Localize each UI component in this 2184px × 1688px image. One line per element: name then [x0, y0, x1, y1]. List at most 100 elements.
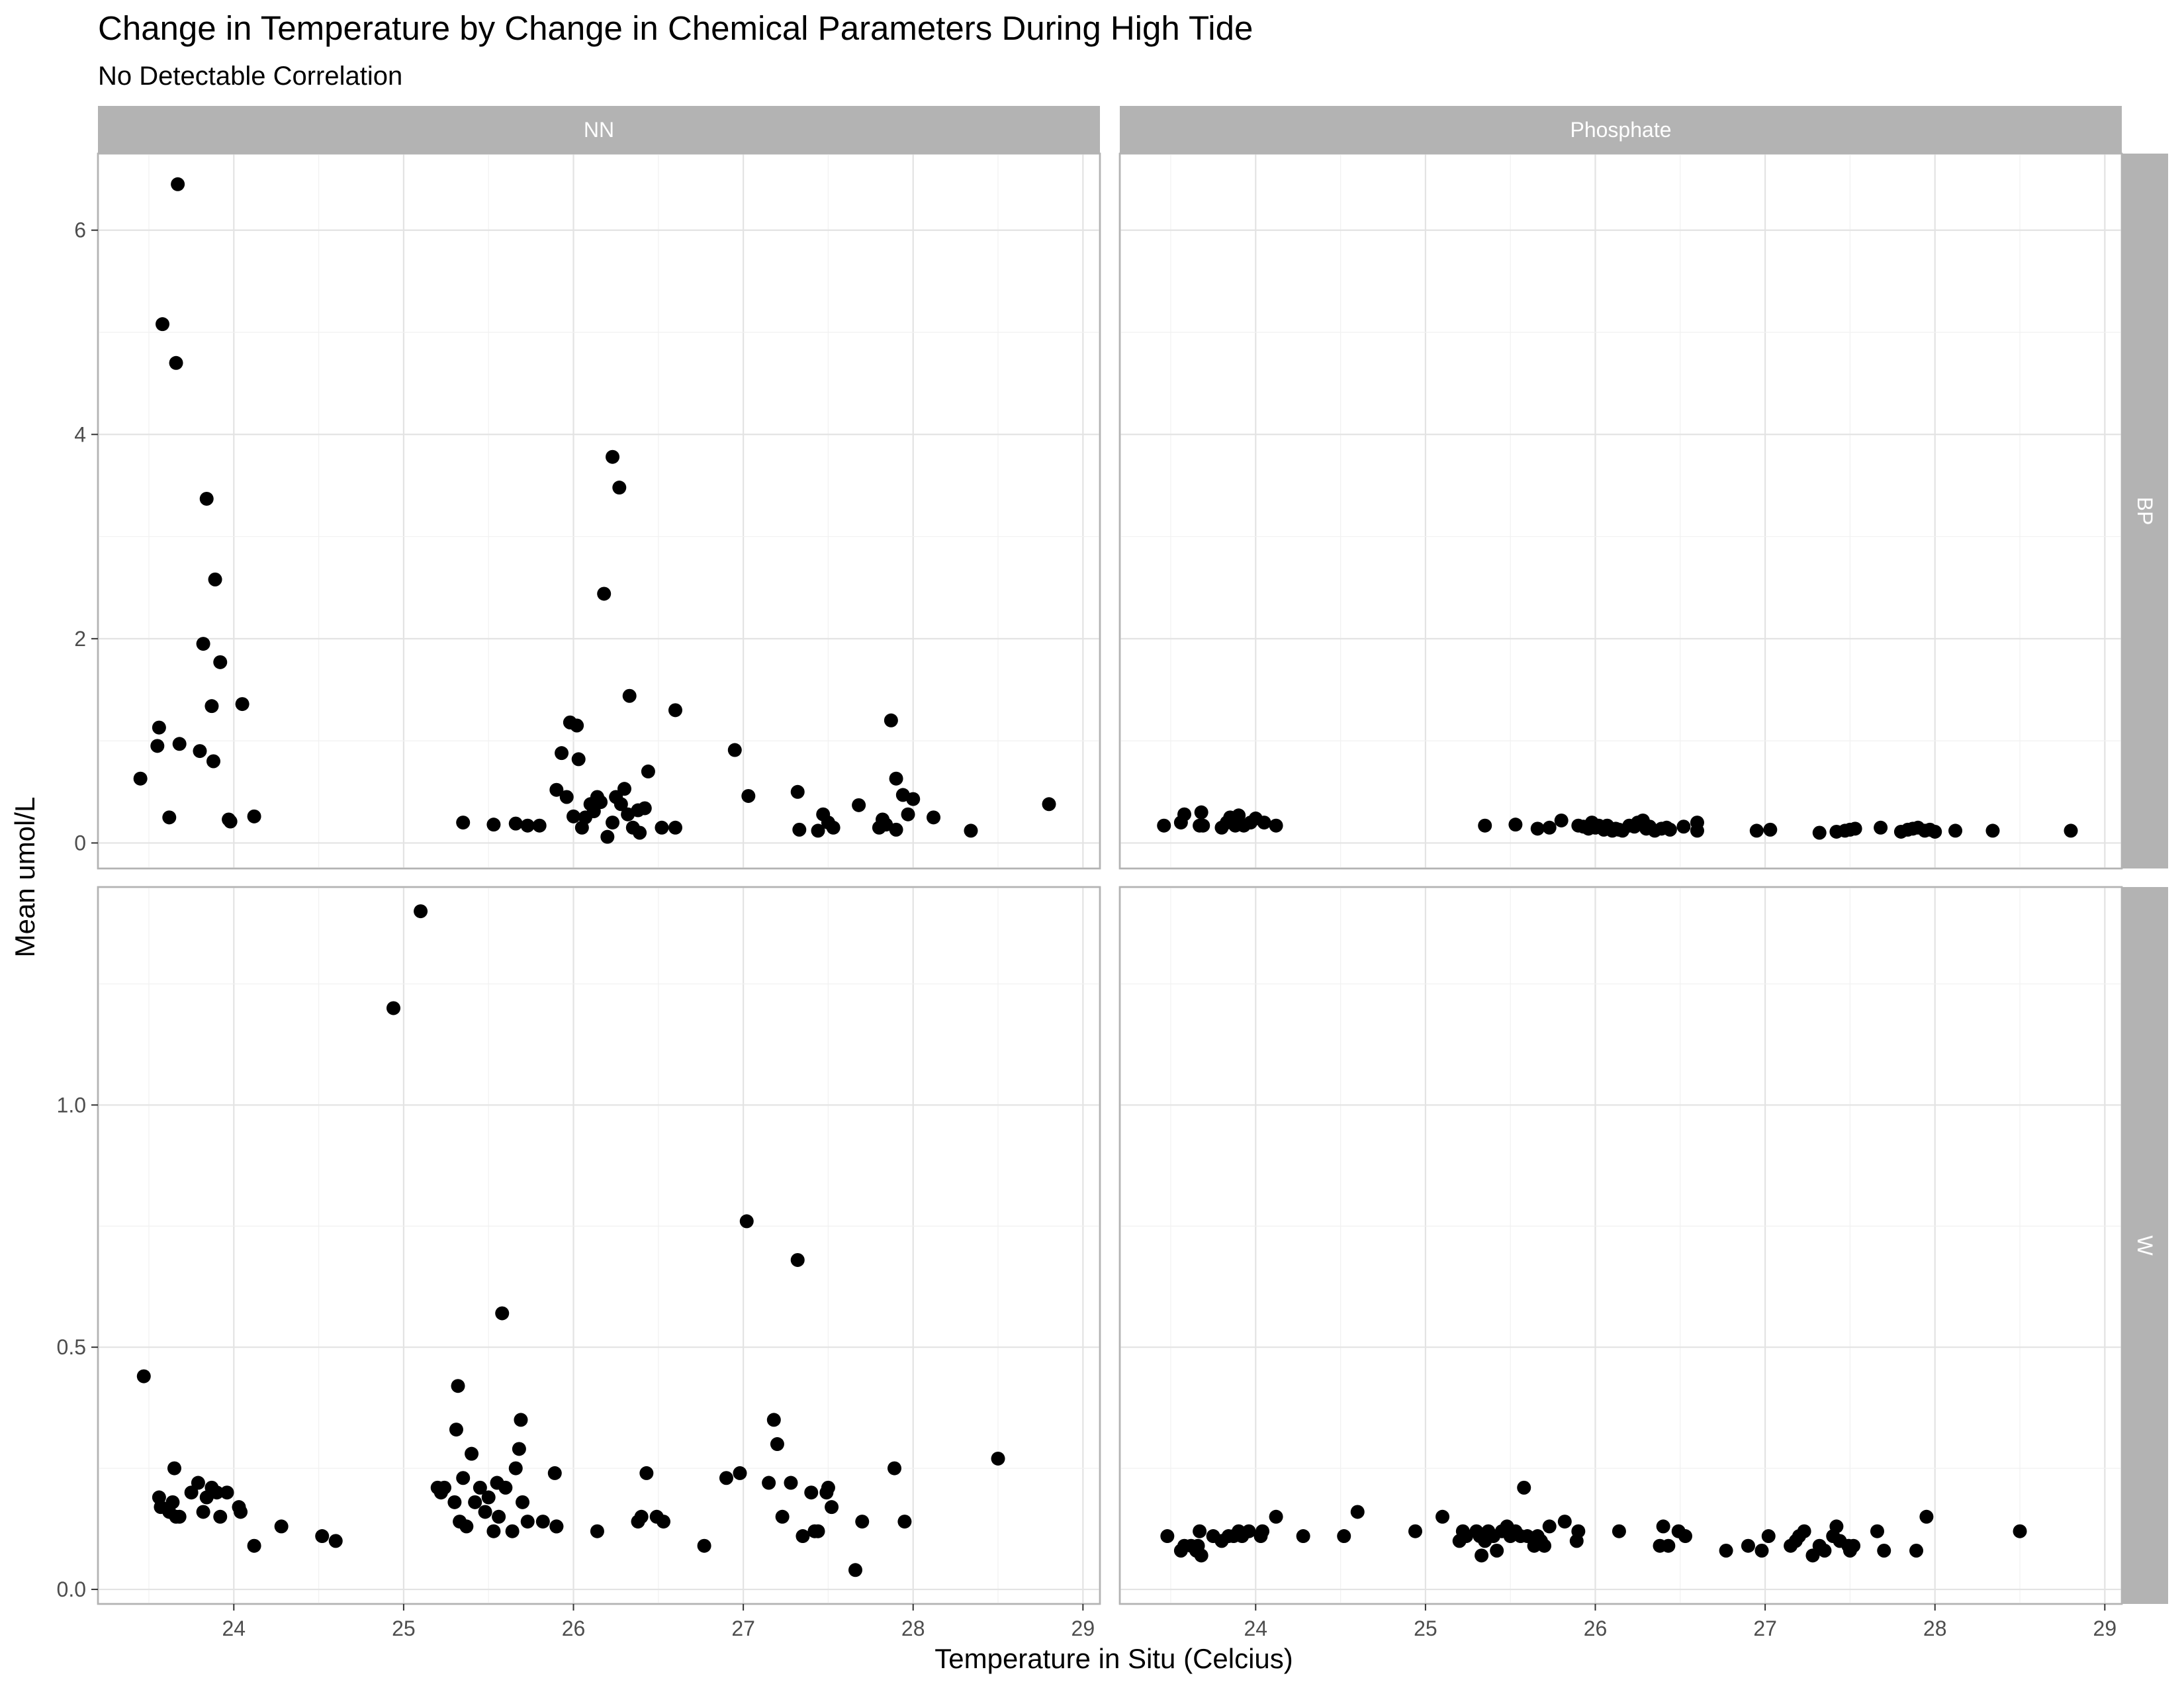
data-point	[486, 818, 501, 832]
data-point	[468, 1495, 482, 1509]
data-point	[597, 586, 612, 601]
x-tick-label: 27	[731, 1617, 755, 1640]
data-point	[465, 1446, 479, 1461]
x-axis-title: Temperature in Situ (Celcius)	[934, 1643, 1293, 1674]
data-point	[826, 820, 841, 835]
data-point	[486, 1524, 501, 1538]
panel-nn-bp	[97, 152, 1101, 870]
data-point	[1754, 1544, 1769, 1558]
data-point	[901, 807, 915, 821]
data-point	[852, 798, 866, 812]
x-tick-label: 25	[1414, 1617, 1437, 1640]
data-point	[825, 1500, 839, 1515]
data-point	[796, 1529, 810, 1544]
data-point	[657, 1515, 671, 1529]
data-point	[481, 1490, 496, 1505]
data-point	[727, 743, 742, 757]
data-point	[1196, 818, 1210, 833]
panel-phosphate-w	[1118, 886, 2123, 1605]
data-point	[1948, 823, 1963, 838]
data-point	[792, 822, 807, 837]
strip-label-phosphate: Phosphate	[1570, 118, 1671, 142]
data-point	[1805, 1548, 1820, 1563]
panel-phosphate-bp	[1118, 152, 2123, 870]
chart-title: Change in Temperature by Change in Chemi…	[98, 9, 1253, 47]
data-point	[1194, 1548, 1208, 1563]
data-point	[213, 1509, 228, 1524]
data-point	[612, 481, 627, 495]
data-point	[234, 1505, 248, 1519]
data-point	[1797, 1524, 1811, 1538]
strip-label-bp: BP	[2133, 497, 2157, 526]
data-point	[456, 816, 471, 830]
data-point	[889, 822, 903, 837]
data-point	[1919, 1509, 1934, 1524]
x-tick-label: 24	[222, 1617, 246, 1640]
strip-nn	[98, 106, 1100, 154]
data-point	[549, 782, 564, 797]
data-point	[790, 1252, 805, 1267]
panel-background	[1118, 152, 2123, 870]
data-point	[1928, 824, 1942, 839]
x-tick-label: 26	[562, 1617, 586, 1640]
strip-label-nn: NN	[584, 118, 614, 142]
data-point	[456, 1471, 471, 1485]
x-tick-label: 28	[901, 1617, 925, 1640]
y-tick-label: 2	[74, 627, 86, 651]
data-point	[600, 829, 615, 844]
data-point	[804, 1485, 819, 1500]
data-point	[1877, 1544, 1891, 1558]
data-point	[1874, 820, 1888, 835]
data-point	[784, 1476, 798, 1490]
data-point	[964, 823, 978, 838]
panels	[97, 152, 2123, 1605]
data-point	[447, 1495, 462, 1509]
data-point	[555, 746, 569, 761]
panel-nn-w	[97, 886, 1101, 1605]
data-point	[668, 820, 682, 835]
data-point	[1571, 1524, 1586, 1538]
data-point	[1812, 825, 1827, 840]
data-point	[1542, 1519, 1557, 1534]
data-point	[887, 1461, 902, 1476]
y-tick-label: 1.0	[57, 1093, 86, 1117]
data-point	[235, 697, 250, 712]
data-point	[1554, 813, 1569, 827]
data-point	[1255, 1524, 1270, 1538]
data-point	[1508, 818, 1523, 832]
data-point	[172, 1509, 187, 1524]
data-point	[614, 797, 628, 812]
data-point	[508, 816, 523, 831]
data-point	[547, 1466, 562, 1480]
data-point	[1676, 820, 1691, 834]
data-point	[1846, 1538, 1861, 1553]
data-point	[770, 1437, 784, 1452]
facet-strips: NN Phosphate BP W	[98, 106, 2168, 1604]
data-point	[790, 784, 805, 799]
data-point	[762, 1476, 776, 1490]
data-point	[1296, 1529, 1310, 1544]
data-point	[1520, 1529, 1535, 1544]
data-point	[1985, 823, 2000, 838]
data-point	[162, 810, 177, 825]
data-point	[668, 703, 682, 718]
data-point	[1242, 1524, 1256, 1538]
y-tick-label: 0	[74, 831, 86, 855]
data-point	[1269, 818, 1283, 833]
x-tick-label: 24	[1244, 1617, 1267, 1640]
y-tick-label: 6	[74, 218, 86, 242]
data-point	[633, 825, 647, 840]
data-point	[508, 1461, 523, 1476]
data-point	[1157, 818, 1171, 833]
data-point	[1817, 1544, 1832, 1558]
data-point	[855, 1515, 870, 1529]
strip-phosphate	[1120, 106, 2122, 154]
data-point	[150, 739, 165, 753]
data-point	[414, 904, 428, 919]
x-axes: 24 25 26 27 28 29 24 25 26 27 28 29	[222, 1604, 2116, 1640]
data-point	[532, 818, 547, 833]
data-point	[811, 1524, 825, 1538]
data-point	[741, 788, 756, 803]
data-point	[1177, 807, 1192, 821]
